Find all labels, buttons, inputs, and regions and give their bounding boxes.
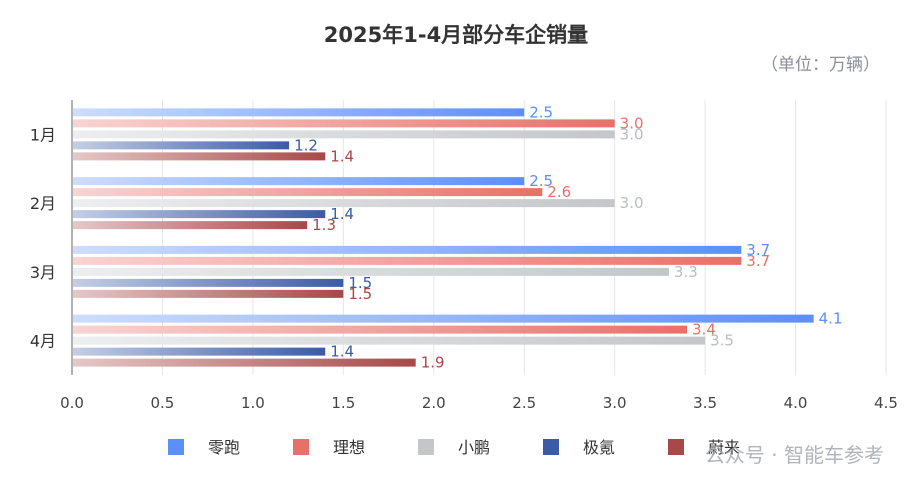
legend-label: 极氪 — [583, 438, 615, 457]
data-label: 2.6 — [547, 183, 571, 201]
legend-swatch — [293, 439, 309, 455]
legend-item[interactable]: 蔚来 — [668, 438, 740, 457]
bar — [73, 314, 814, 323]
bar — [73, 245, 742, 254]
bar — [73, 336, 706, 345]
data-label: 2.5 — [529, 103, 553, 121]
data-label: 1.5 — [348, 274, 372, 292]
x-tick-label: 2.0 — [422, 394, 446, 412]
legend-swatch — [543, 439, 559, 455]
legend-swatch — [168, 439, 184, 455]
data-label: 3.0 — [620, 125, 644, 143]
data-label: 3.3 — [674, 263, 698, 281]
legend-swatch — [668, 439, 684, 455]
legend-label: 理想 — [333, 438, 365, 457]
bar — [73, 108, 525, 117]
bar — [73, 256, 742, 265]
y-category-label: 3月 — [30, 263, 56, 282]
watermark: 公众号 · 智能车参考 — [705, 443, 884, 467]
data-label: 3.0 — [620, 114, 644, 132]
data-labels: 2.53.03.01.21.42.52.63.01.41.33.73.73.31… — [294, 103, 842, 371]
data-label: 1.2 — [294, 136, 318, 154]
bar — [73, 221, 308, 230]
grid-lines — [161, 100, 887, 375]
legend-swatch — [418, 439, 434, 455]
y-category-label: 1月 — [30, 125, 56, 144]
bar — [73, 210, 326, 219]
y-category-label: 2月 — [30, 194, 56, 213]
x-tick-label: 1.5 — [331, 394, 355, 412]
legend[interactable]: 零跑 理想 小鹏 极氪 蔚来 — [168, 438, 740, 457]
chart-title: 2025年1-4月部分车企销量 — [324, 23, 588, 47]
x-tick-label: 4.5 — [874, 394, 898, 412]
x-tick-label: 3.5 — [693, 394, 717, 412]
legend-item[interactable]: 零跑 — [168, 438, 240, 457]
data-label: 4.1 — [819, 310, 843, 328]
bar — [73, 130, 615, 139]
x-tick-label: 4.0 — [784, 394, 808, 412]
bar — [73, 289, 344, 298]
bar — [73, 358, 416, 367]
x-tick-label: 3.0 — [603, 394, 627, 412]
y-category-label: 4月 — [30, 332, 56, 351]
bar — [73, 325, 688, 334]
data-label: 3.0 — [620, 194, 644, 212]
legend-item[interactable]: 理想 — [293, 438, 365, 457]
data-label: 1.4 — [330, 205, 354, 223]
bar — [73, 152, 326, 161]
x-tick-label: 1.0 — [241, 394, 265, 412]
data-label: 2.5 — [529, 172, 553, 190]
data-label: 3.7 — [746, 241, 770, 259]
bar — [73, 177, 525, 186]
legend-label: 蔚来 — [708, 438, 740, 457]
x-tick-label: 0.5 — [151, 394, 175, 412]
legend-item[interactable]: 小鹏 — [418, 438, 490, 457]
bar — [73, 347, 326, 356]
bar — [73, 278, 344, 287]
bar — [73, 267, 669, 276]
bar — [73, 199, 615, 208]
bar — [73, 119, 615, 128]
legend-label: 零跑 — [208, 438, 240, 457]
data-label: 1.4 — [330, 343, 354, 361]
legend-item[interactable]: 极氪 — [543, 438, 615, 457]
bar — [73, 141, 290, 150]
data-label: 1.4 — [330, 147, 354, 165]
x-tick-label: 2.5 — [512, 394, 536, 412]
legend-label: 小鹏 — [458, 438, 490, 457]
data-label: 1.9 — [421, 354, 445, 372]
bars — [73, 108, 814, 367]
data-label: 3.4 — [692, 321, 716, 339]
data-label: 1.5 — [348, 285, 372, 303]
bar — [73, 188, 543, 197]
x-tick-label: 0.0 — [60, 394, 84, 412]
unit-note: （单位：万辆） — [761, 55, 880, 75]
data-label: 3.7 — [746, 252, 770, 270]
data-label: 1.3 — [312, 216, 336, 234]
data-label: 3.5 — [710, 332, 734, 350]
axes: 0.0 0.5 1.0 1.5 2.0 2.5 3.0 3.5 4.0 4.5 1月 2月 3月 4月 — [30, 100, 898, 412]
